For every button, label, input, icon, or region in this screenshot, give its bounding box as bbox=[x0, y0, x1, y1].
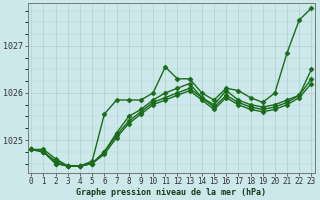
X-axis label: Graphe pression niveau de la mer (hPa): Graphe pression niveau de la mer (hPa) bbox=[76, 188, 266, 197]
